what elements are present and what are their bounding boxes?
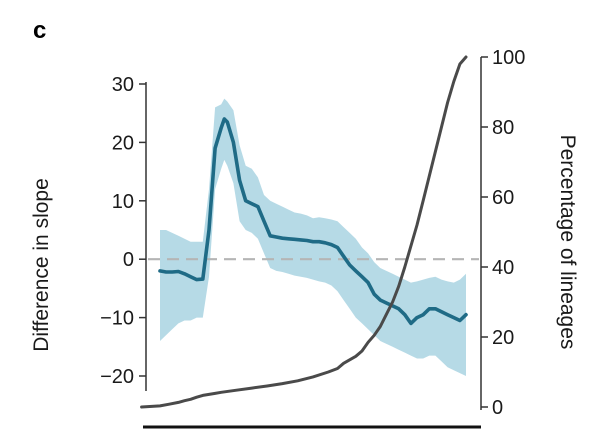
confidence-band [160, 98, 466, 376]
difference-in-slope-line [158, 117, 468, 326]
right-tick-label: 40 [492, 257, 514, 279]
panel-label: c [33, 17, 46, 44]
left-tick-label: −20 [100, 366, 134, 388]
right-tick-label: 0 [492, 397, 503, 419]
left-y-axis: 30 20 10 0 −10 −20 [100, 74, 147, 391]
left-tick-label: 10 [112, 191, 134, 213]
right-tick-label: 100 [492, 47, 525, 69]
left-axis-title: Difference in slope [30, 178, 53, 352]
right-axis-title: Percentage of lineages [556, 135, 579, 350]
confidence-band-layer [160, 98, 466, 376]
right-tick-label: 20 [492, 327, 514, 349]
right-tick-label: 80 [492, 117, 514, 139]
series-line-layer [140, 55, 468, 409]
left-tick-label: 20 [112, 132, 134, 154]
percentage-of-lineages-line [140, 55, 468, 409]
right-tick-label: 60 [492, 187, 514, 209]
left-tick-label: −10 [100, 308, 134, 330]
left-tick-label: 0 [123, 249, 134, 271]
right-y-axis: 100 80 60 40 20 0 [480, 47, 525, 419]
left-tick-label: 30 [112, 74, 134, 96]
